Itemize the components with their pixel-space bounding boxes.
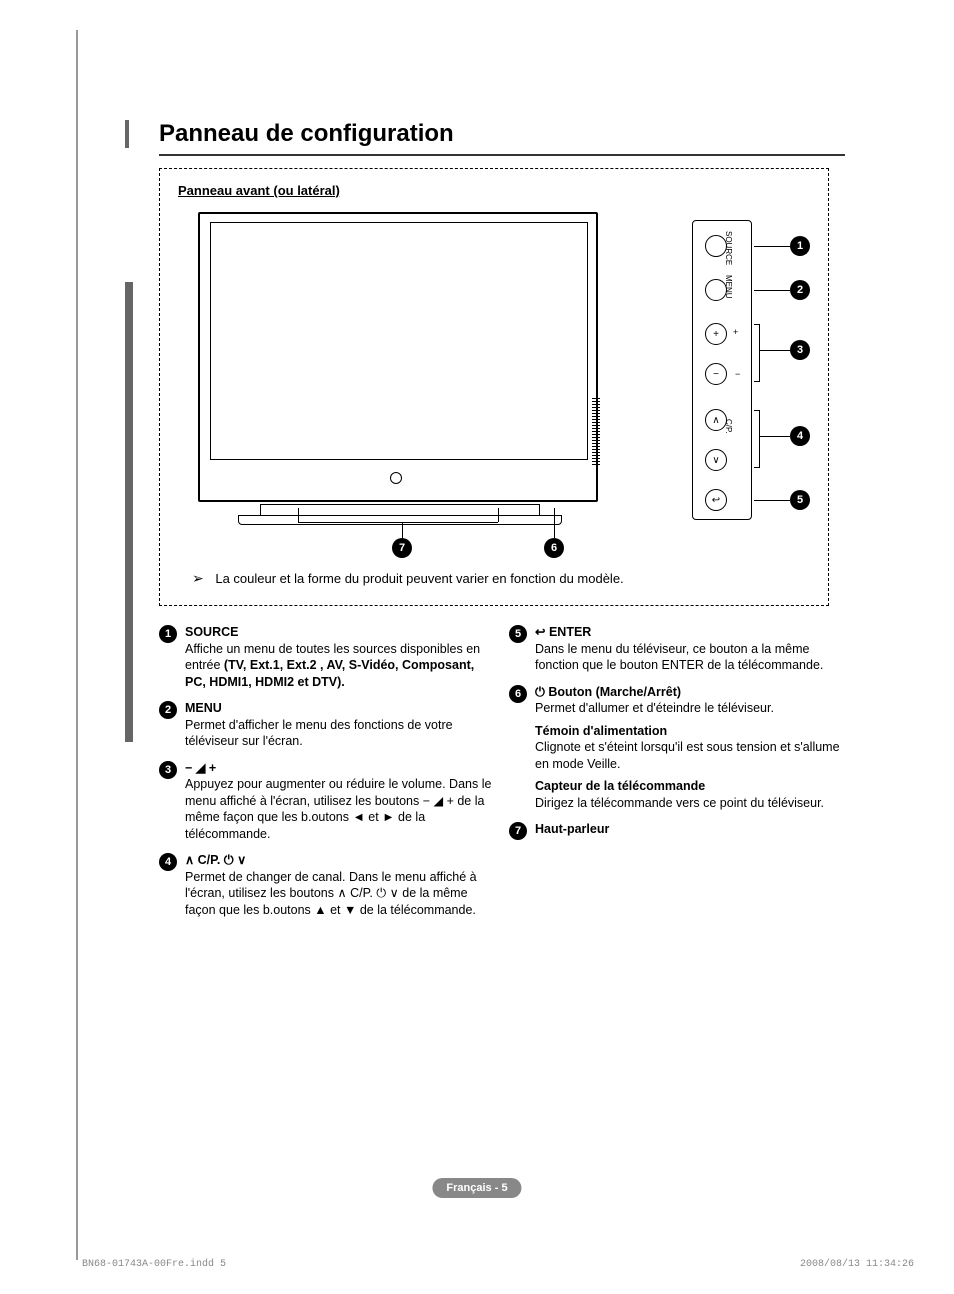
item-3: 3 − ◢ + Appuyez pour augmenter ou réduir… <box>159 760 495 843</box>
tv-power-indicator <box>390 472 402 484</box>
vol-plus-button: + <box>705 323 727 345</box>
item-head-text: ENTER <box>549 625 591 639</box>
item-body: − ◢ + Appuyez pour augmenter ou réduire … <box>185 760 495 843</box>
note-arrow-icon: ➢ <box>192 570 204 587</box>
vol-plus-label: + <box>733 327 738 337</box>
item-head: SOURCE <box>185 624 495 641</box>
tv-diagram: SOURCE MENU + − + − ∧ ∨ C/P. ↩ 1 2 3 4 <box>178 212 810 562</box>
power-icon: ⏻ <box>535 685 545 699</box>
item-desc: Permet d'afficher le menu des fonctions … <box>185 717 495 750</box>
page-footer-badge: Français - 5 <box>432 1178 521 1198</box>
callout-2: 2 <box>790 280 810 300</box>
item-4: 4 ∧ C/P. ⏻ ∨ Permet de changer de canal.… <box>159 852 495 918</box>
item-head-text: Bouton (Marche/Arrêt) <box>548 685 681 699</box>
callout-5: 5 <box>790 490 810 510</box>
item-desc: Appuyez pour augmenter ou réduire le vol… <box>185 776 495 842</box>
description-columns: 1 SOURCE Affiche un menu de toutes les s… <box>159 624 845 928</box>
source-button-label: SOURCE <box>724 231 733 265</box>
item-body: ∧ C/P. ⏻ ∨ Permet de changer de canal. D… <box>185 852 495 918</box>
item-body: Haut-parleur <box>535 821 845 840</box>
callout-line <box>498 508 499 522</box>
menu-button-label: MENU <box>724 275 733 299</box>
item-head: ⏻ Bouton (Marche/Arrêt) <box>535 684 845 701</box>
item-body: ↩ ENTER Dans le menu du téléviseur, ce b… <box>535 624 845 674</box>
sub-item-desc: Dirigez la télécommande vers ce point du… <box>535 795 845 812</box>
callout-bracket <box>754 410 760 468</box>
footer-timestamp: 2008/08/13 11:34:26 <box>800 1259 914 1270</box>
item-head: − ◢ + <box>185 760 495 777</box>
tv-screen <box>210 222 588 460</box>
sub-item-temoin: Témoin d'alimentation Clignote et s'étei… <box>535 723 845 773</box>
item-desc: Permet d'allumer et d'éteindre le télévi… <box>535 700 845 717</box>
callout-3: 3 <box>790 340 810 360</box>
callout-line <box>754 246 790 247</box>
callout-bracket <box>754 324 760 382</box>
panel-label: Panneau avant (ou latéral) <box>178 183 810 198</box>
tv-side-slit <box>592 398 600 466</box>
cp-label: C/P. <box>724 419 733 434</box>
item-body: MENU Permet d'afficher le menu des fonct… <box>185 700 495 750</box>
callout-line <box>760 436 790 437</box>
item-1: 1 SOURCE Affiche un menu de toutes les s… <box>159 624 495 690</box>
sub-item-head: Capteur de la télécommande <box>535 778 845 795</box>
callout-line <box>298 522 498 523</box>
sub-item-head: Témoin d'alimentation <box>535 723 845 740</box>
page-left-rule <box>76 30 78 1260</box>
item-head: MENU <box>185 700 495 717</box>
item-head: ∧ C/P. ⏻ ∨ <box>185 852 495 869</box>
enter-icon: ↩ <box>535 625 545 639</box>
item-number: 6 <box>509 685 527 703</box>
item-body: ⏻ Bouton (Marche/Arrêt) Permet d'allumer… <box>535 684 845 812</box>
title-side-bar <box>125 282 133 742</box>
item-6: 6 ⏻ Bouton (Marche/Arrêt) Permet d'allum… <box>509 684 845 812</box>
item-number: 3 <box>159 761 177 779</box>
callout-line <box>402 522 403 538</box>
item-2: 2 MENU Permet d'afficher le menu des fon… <box>159 700 495 750</box>
column-left: 1 SOURCE Affiche un menu de toutes les s… <box>159 624 495 928</box>
page-title: Panneau de configuration <box>159 120 845 148</box>
callout-6: 6 <box>544 538 564 558</box>
note-text: La couleur et la forme du produit peuven… <box>215 571 623 586</box>
item-7: 7 Haut-parleur <box>509 821 845 840</box>
item-number: 1 <box>159 625 177 643</box>
item-5: 5 ↩ ENTER Dans le menu du téléviseur, ce… <box>509 624 845 674</box>
item-number: 2 <box>159 701 177 719</box>
side-button-block: SOURCE MENU + − + − ∧ ∨ C/P. ↩ <box>692 220 752 520</box>
item-head: Haut-parleur <box>535 821 845 838</box>
tv-base <box>238 515 562 525</box>
page-content: Panneau de configuration Panneau avant (… <box>125 120 845 928</box>
callout-line <box>754 500 790 501</box>
title-underline <box>159 154 845 156</box>
item-desc: Affiche un menu de toutes les sources di… <box>185 641 495 691</box>
item-desc: Dans le menu du téléviseur, ce bouton a … <box>535 641 845 674</box>
vol-minus-button: − <box>705 363 727 385</box>
sub-item-capteur: Capteur de la télécommande Dirigez la té… <box>535 778 845 811</box>
sub-item-desc: Clignote et s'éteint lorsqu'il est sous … <box>535 739 845 772</box>
enter-button: ↩ <box>705 489 727 511</box>
item-number: 4 <box>159 853 177 871</box>
footer-file-info: BN68-01743A-00Fre.indd 5 <box>82 1259 226 1270</box>
item-head: ↩ ENTER <box>535 624 845 641</box>
column-right: 5 ↩ ENTER Dans le menu du téléviseur, ce… <box>509 624 845 928</box>
callout-4: 4 <box>790 426 810 446</box>
diagram-note: ➢ La couleur et la forme du produit peuv… <box>192 570 810 587</box>
item-number: 5 <box>509 625 527 643</box>
diagram-box: Panneau avant (ou latéral) SOURCE MENU +… <box>159 168 829 606</box>
callout-line <box>760 350 790 351</box>
callout-line <box>754 290 790 291</box>
vol-minus-label: − <box>735 369 740 379</box>
callout-1: 1 <box>790 236 810 256</box>
item-desc: Permet de changer de canal. Dans le menu… <box>185 869 495 919</box>
item-body: SOURCE Affiche un menu de toutes les sou… <box>185 624 495 690</box>
callout-7: 7 <box>392 538 412 558</box>
callout-line <box>298 508 299 522</box>
item-desc-bold: (TV, Ext.1, Ext.2 , AV, S-Vidéo, Composa… <box>185 658 474 689</box>
title-block: Panneau de configuration <box>125 120 845 148</box>
callout-line <box>554 508 555 538</box>
item-number: 7 <box>509 822 527 840</box>
ch-down-button: ∨ <box>705 449 727 471</box>
